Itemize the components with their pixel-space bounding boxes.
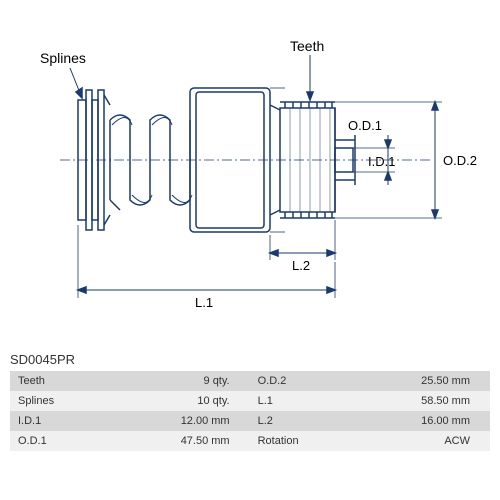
spec-val: 9 qty. [82, 371, 249, 391]
splines-label: Splines [40, 50, 86, 66]
table-row: Teeth 9 qty. O.D.2 25.50 mm [10, 371, 490, 391]
spec-val: 10 qty. [82, 391, 249, 411]
spec-key: L.1 [250, 391, 323, 411]
spec-val: 47.50 mm [82, 431, 249, 451]
part-number: SD0045PR [10, 352, 490, 367]
spec-val: 25.50 mm [323, 371, 490, 391]
spec-val: 16.00 mm [323, 411, 490, 431]
l1-dim-label: L.1 [195, 295, 213, 310]
specs-table: Teeth 9 qty. O.D.2 25.50 mm Splines 10 q… [10, 371, 490, 451]
table-row: I.D.1 12.00 mm L.2 16.00 mm [10, 411, 490, 431]
spec-key: Teeth [10, 371, 82, 391]
spec-key: O.D.1 [10, 431, 82, 451]
spec-val: ACW [323, 431, 490, 451]
technical-drawing: Splines Teeth [10, 10, 490, 340]
l2-dim-label: L.2 [292, 258, 310, 273]
spec-key: Rotation [250, 431, 323, 451]
od1-dim-label: O.D.1 [348, 118, 382, 133]
table-row: O.D.1 47.50 mm Rotation ACW [10, 431, 490, 451]
od2-dim-label: O.D.2 [443, 153, 477, 168]
spec-key: I.D.1 [10, 411, 82, 431]
teeth-label: Teeth [290, 38, 324, 54]
table-row: Splines 10 qty. L.1 58.50 mm [10, 391, 490, 411]
id1-dim-label: I.D.1 [368, 154, 395, 169]
spec-val: 58.50 mm [323, 391, 490, 411]
spec-key: Splines [10, 391, 82, 411]
spec-key: L.2 [250, 411, 323, 431]
spec-key: O.D.2 [250, 371, 323, 391]
spec-val: 12.00 mm [82, 411, 249, 431]
